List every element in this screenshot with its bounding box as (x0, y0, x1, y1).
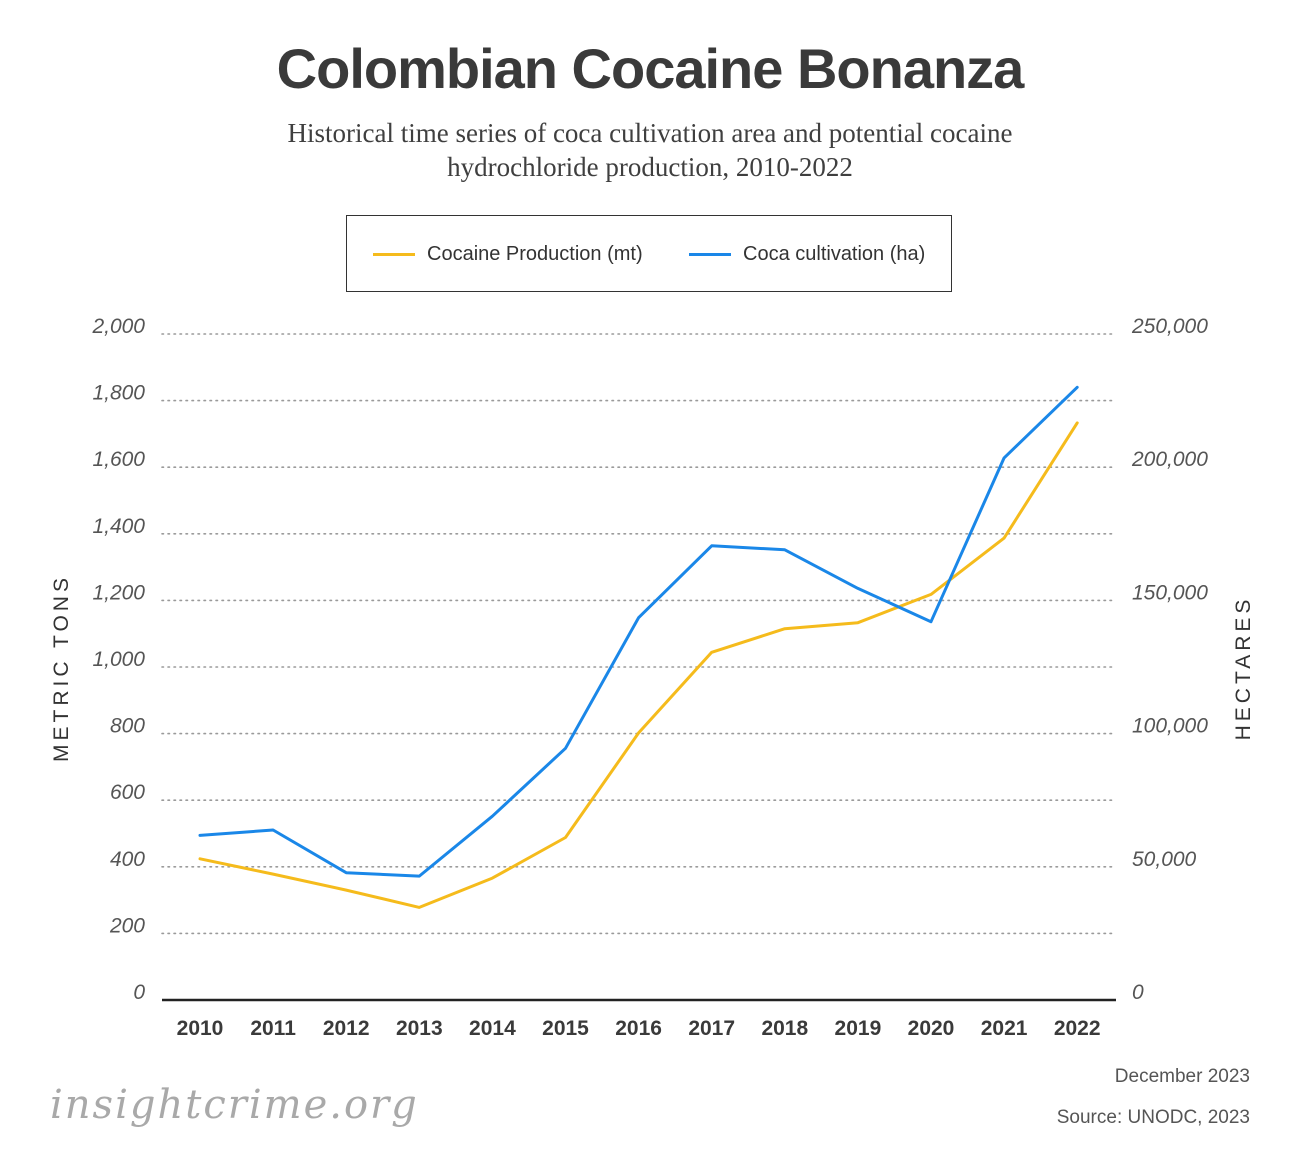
y-tick-label-right: 50,000 (1132, 848, 1197, 871)
y-tick-label-right: 100,000 (1132, 715, 1208, 738)
y-tick-label-left: 1,600 (92, 448, 145, 471)
y-tick-label-left: 1,200 (92, 581, 145, 604)
x-tick-label: 2014 (469, 1017, 516, 1040)
y-tick-label-left: 600 (110, 781, 145, 804)
series-line-production (198, 421, 1079, 909)
y-tick-label-right: 0 (1132, 981, 1144, 1004)
legend: Cocaine Production (mt) Coca cultivation… (346, 215, 952, 292)
legend-label-cultivation: Coca cultivation (ha) (743, 242, 926, 265)
x-tick-label: 2010 (177, 1017, 224, 1040)
legend-item-cultivation: Coca cultivation (ha) (689, 242, 925, 266)
y-axis-title-left: METRIC TONS (50, 574, 73, 762)
insightcrime-logo: insightcrime.org (50, 1082, 419, 1128)
y-tick-label-left: 1,800 (92, 382, 145, 405)
y-axis-title-right: HECTARES (1232, 596, 1255, 741)
y-tick-label-right: 150,000 (1132, 581, 1208, 604)
x-tick-label: 2013 (396, 1017, 443, 1040)
y-tick-label-left: 200 (109, 914, 145, 937)
legend-label-production: Cocaine Production (mt) (427, 242, 643, 265)
y-tick-label-left: 1,000 (92, 648, 145, 671)
x-tick-label: 2015 (542, 1017, 589, 1040)
x-tick-label: 2022 (1054, 1017, 1101, 1040)
legend-swatch-production (373, 252, 415, 256)
x-tick-label: 2019 (835, 1017, 882, 1040)
x-tick-label: 2016 (615, 1017, 662, 1040)
y-tick-label-right: 200,000 (1131, 448, 1208, 471)
legend-swatch-cultivation (689, 252, 731, 256)
y-tick-label-left: 800 (110, 715, 145, 738)
series-line-cultivation (198, 385, 1079, 878)
x-tick-label: 2017 (688, 1017, 735, 1040)
y-tick-label-left: 2,000 (91, 315, 145, 338)
x-tick-label: 2011 (250, 1017, 296, 1040)
y-tick-label-left: 0 (133, 981, 145, 1004)
y-tick-label-left: 1,400 (92, 515, 145, 538)
chart-title: Colombian Cocaine Bonanza (276, 37, 1025, 100)
y-tick-label-left: 400 (110, 848, 145, 871)
x-tick-label: 2018 (761, 1017, 808, 1040)
y-tick-label-right: 250,000 (1131, 315, 1208, 338)
footer-date: December 2023 (1114, 1066, 1250, 1087)
x-tick-label: 2020 (908, 1017, 955, 1040)
x-tick-label: 2012 (323, 1017, 370, 1040)
x-tick-label: 2021 (981, 1017, 1028, 1040)
chart-subtitle: Historical time series of coca cultivati… (287, 118, 1013, 182)
legend-item-production: Cocaine Production (mt) (373, 242, 643, 266)
footer-source: Source: UNODC, 2023 (1056, 1107, 1250, 1128)
